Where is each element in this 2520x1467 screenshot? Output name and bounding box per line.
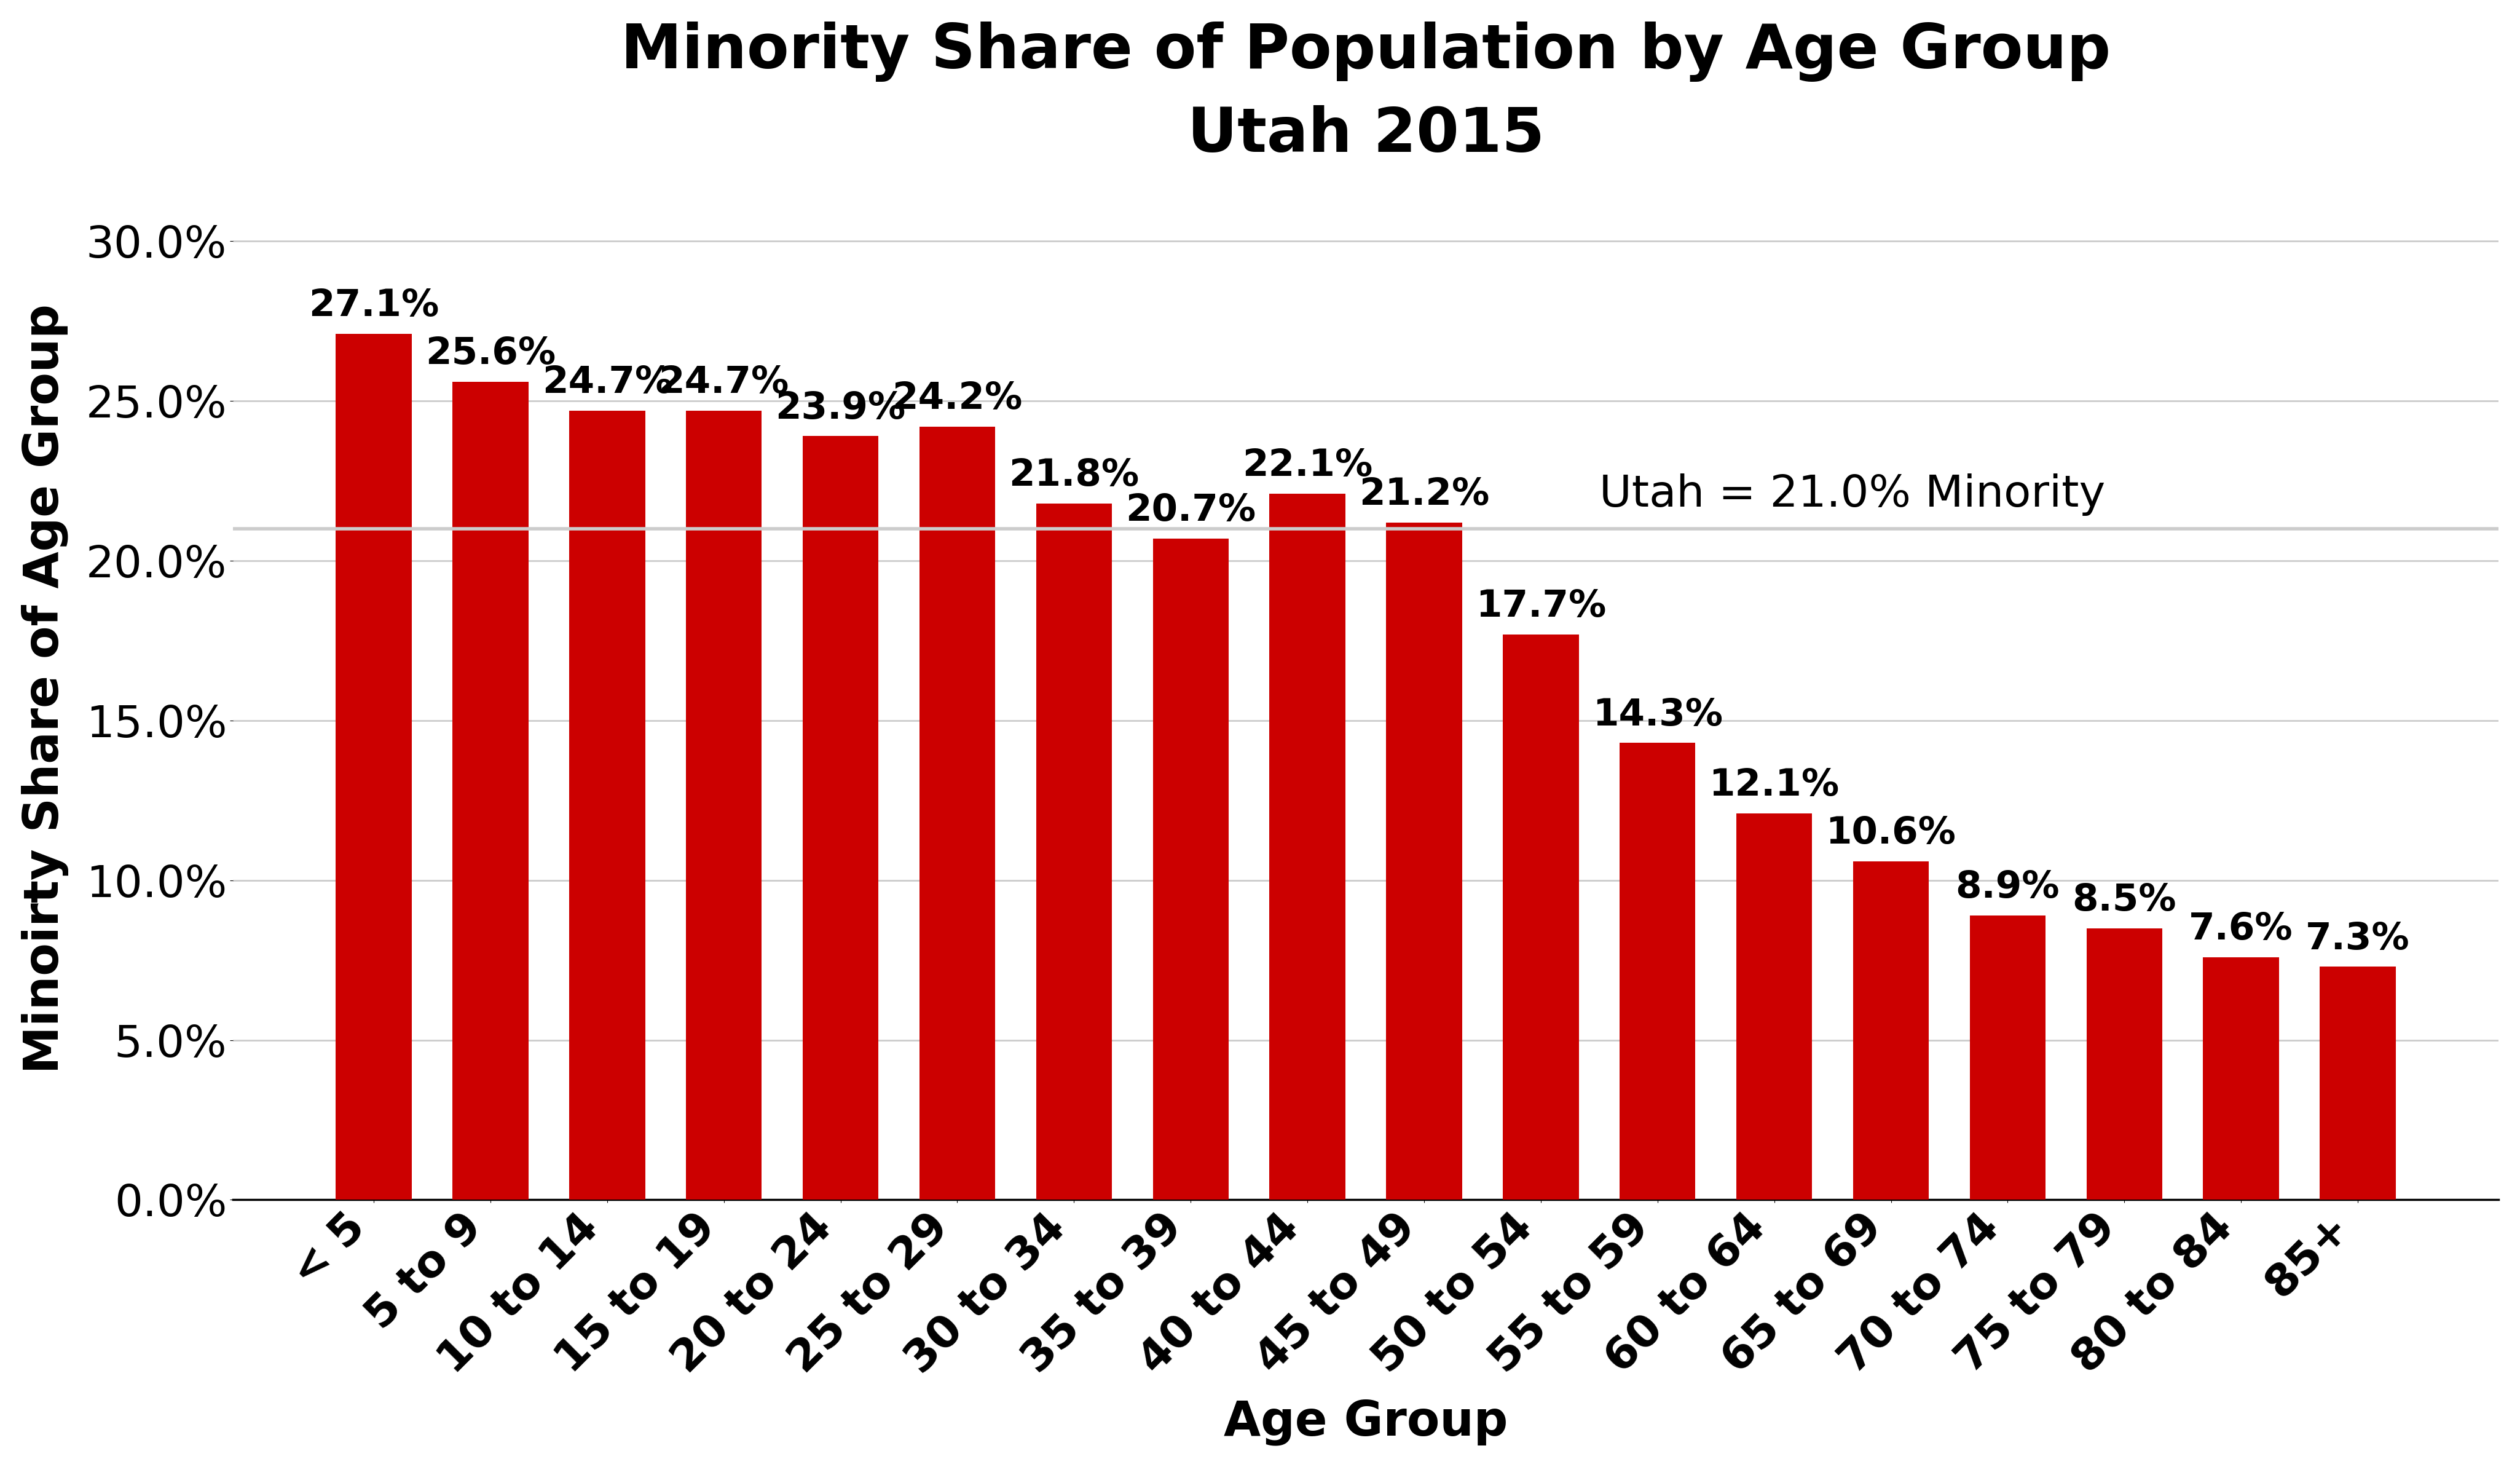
Y-axis label: Minoirty Share of Age Group: Minoirty Share of Age Group	[20, 304, 68, 1074]
Bar	[1502, 634, 1578, 1200]
Title: Minority Share of Population by Age Group
Utah 2015: Minority Share of Population by Age Grou…	[620, 22, 2112, 164]
Bar	[1386, 522, 1462, 1200]
Bar	[685, 411, 761, 1200]
Text: 21.2%: 21.2%	[1358, 477, 1489, 513]
Bar	[1152, 538, 1230, 1200]
Bar	[570, 411, 645, 1200]
Bar	[920, 427, 995, 1200]
Text: 8.9%: 8.9%	[1956, 870, 2059, 905]
Text: 17.7%: 17.7%	[1477, 588, 1605, 625]
Text: 24.2%: 24.2%	[892, 381, 1023, 417]
Bar	[1036, 503, 1111, 1200]
Text: 8.5%: 8.5%	[2071, 882, 2177, 918]
Text: 23.9%: 23.9%	[776, 390, 905, 427]
Text: 21.8%: 21.8%	[1008, 458, 1139, 494]
Text: 7.3%: 7.3%	[2306, 921, 2409, 956]
Bar	[1852, 861, 1928, 1200]
Bar	[454, 381, 529, 1200]
Bar	[335, 334, 411, 1200]
Bar	[1620, 742, 1696, 1200]
Bar	[2321, 967, 2397, 1200]
Bar	[2202, 956, 2278, 1200]
Text: 14.3%: 14.3%	[1593, 697, 1724, 734]
X-axis label: Age Group: Age Group	[1225, 1400, 1507, 1445]
Text: 22.1%: 22.1%	[1242, 447, 1373, 484]
Bar	[804, 436, 879, 1200]
Text: Utah = 21.0% Minority: Utah = 21.0% Minority	[1600, 474, 2104, 516]
Text: 12.1%: 12.1%	[1709, 767, 1840, 804]
Bar	[2087, 929, 2162, 1200]
Text: 24.7%: 24.7%	[658, 365, 789, 400]
Text: 24.7%: 24.7%	[542, 365, 673, 400]
Text: 7.6%: 7.6%	[2190, 911, 2293, 948]
Text: 10.6%: 10.6%	[1827, 816, 1956, 851]
Text: 25.6%: 25.6%	[426, 336, 557, 373]
Bar	[1736, 813, 1812, 1200]
Bar	[1270, 494, 1346, 1200]
Text: 20.7%: 20.7%	[1126, 493, 1255, 528]
Bar	[1971, 915, 2046, 1200]
Text: 27.1%: 27.1%	[307, 288, 438, 324]
